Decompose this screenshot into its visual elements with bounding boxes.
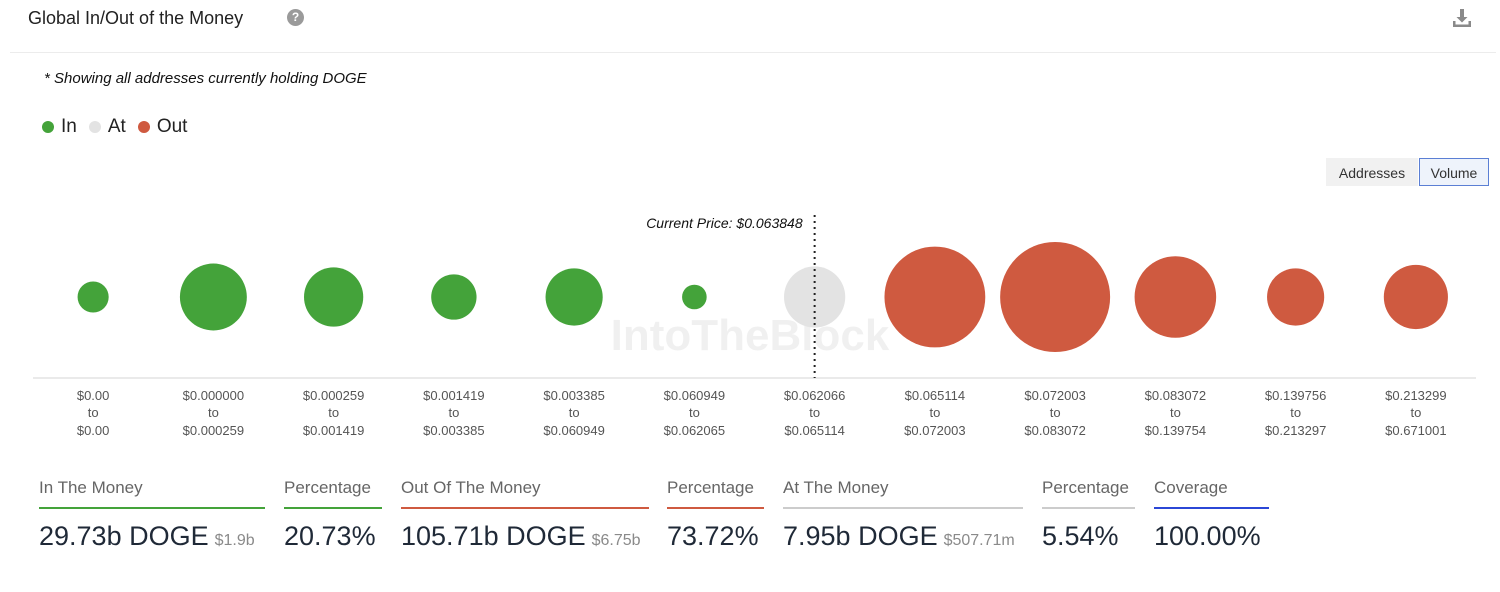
out-percentage-label: Percentage <box>667 478 764 509</box>
bubble-in[interactable] <box>682 284 707 310</box>
volume-toggle-button[interactable]: Volume <box>1419 158 1489 186</box>
coverage-label: Coverage <box>1154 478 1269 509</box>
x-tick-label: $0.062066 to $0.065114 <box>784 388 845 438</box>
page-title: Global In/Out of the Money <box>28 8 244 28</box>
bubble-out[interactable] <box>1000 242 1111 352</box>
out-percentage-value: 73.72% <box>667 521 759 551</box>
current-price-label: Current Price: $0.063848 <box>646 215 803 231</box>
at-percentage-value: 5.54% <box>1042 521 1119 551</box>
legend-dot-out <box>137 121 150 133</box>
bubble-chart: IntoTheBlock $0.00 to $0.00 $0.000000 to $0.00… <box>33 215 1476 438</box>
holding-note: * Showing all addresses currently holdin… <box>44 70 367 87</box>
in-the-money-usd: $1.9b <box>214 532 255 549</box>
bubble-out[interactable] <box>1267 268 1325 326</box>
legend-label-at: At <box>107 116 126 137</box>
panel-header: Global In/Out of the Money ? <box>10 0 1496 53</box>
legend-item-at[interactable]: At <box>88 116 126 138</box>
x-tick-label: $0.213299 to $0.671001 <box>1385 388 1446 438</box>
bubble-out[interactable] <box>1383 264 1448 330</box>
at-the-money-value: 7.95b DOGE <box>783 521 938 551</box>
out-of-the-money-value: 105.71b DOGE <box>401 521 586 551</box>
at-the-money-value-row: 7.95b DOGE $507.71m <box>783 521 1023 552</box>
in-the-money-stat: In The Money 29.73b DOGE $1.9b <box>39 478 265 552</box>
at-the-money-usd: $507.71m <box>943 532 1015 549</box>
bubble-out[interactable] <box>1134 256 1217 338</box>
coverage-stat: Coverage 100.00% <box>1154 478 1269 552</box>
in-the-money-value: 29.73b DOGE <box>39 521 209 551</box>
at-the-money-label: At The Money <box>783 478 1023 509</box>
chart-legend: In At Out <box>42 116 199 138</box>
bubble-in[interactable] <box>304 267 364 327</box>
watermark: IntoTheBlock <box>611 311 890 360</box>
legend-dot-in <box>42 121 54 133</box>
out-of-the-money-stat: Out Of The Money 105.71b DOGE $6.75b <box>401 478 649 552</box>
out-percentage-stat: Percentage 73.72% <box>667 478 764 552</box>
x-tick-label: $0.000259 to $0.001419 <box>303 388 364 438</box>
legend-item-in[interactable]: In <box>42 116 77 138</box>
bubble-out[interactable] <box>884 246 986 348</box>
coverage-value: 100.00% <box>1154 521 1261 551</box>
addresses-toggle-button[interactable]: Addresses <box>1326 158 1418 186</box>
x-tick-label: $0.083072 to $0.139754 <box>1145 388 1206 438</box>
bubble-in[interactable] <box>545 268 603 326</box>
bubble-at[interactable] <box>784 266 846 328</box>
bubble-in[interactable] <box>179 263 247 331</box>
bubble-in[interactable] <box>77 281 109 313</box>
x-tick-label: $0.139756 to $0.213297 <box>1265 388 1326 438</box>
legend-item-out[interactable]: Out <box>137 116 188 138</box>
at-the-money-stat: At The Money 7.95b DOGE $507.71m <box>783 478 1023 552</box>
legend-label-in: In <box>61 116 77 137</box>
in-the-money-value-row: 29.73b DOGE $1.9b <box>39 521 265 552</box>
x-tick-label: $0.065114 to $0.072003 <box>904 388 965 438</box>
x-tick-label: $0.00 to $0.00 <box>77 388 110 438</box>
x-tick-label: $0.003385 to $0.060949 <box>543 388 604 438</box>
x-tick-label: $0.060949 to $0.062065 <box>664 388 725 438</box>
out-of-the-money-label: Out Of The Money <box>401 478 649 509</box>
in-percentage-label: Percentage <box>284 478 382 509</box>
download-icon[interactable] <box>1450 6 1474 30</box>
question-circle-icon[interactable]: ? <box>287 9 304 26</box>
x-tick-label: $0.000000 to $0.000259 <box>183 388 244 438</box>
x-tick-label: $0.072003 to $0.083072 <box>1024 388 1085 438</box>
in-percentage-stat: Percentage 20.73% <box>284 478 382 552</box>
legend-dot-at <box>88 121 101 133</box>
at-percentage-label: Percentage <box>1042 478 1135 509</box>
legend-label-out: Out <box>156 116 188 137</box>
out-of-the-money-value-row: 105.71b DOGE $6.75b <box>401 521 649 552</box>
in-percentage-value: 20.73% <box>284 521 376 551</box>
bubble-in[interactable] <box>431 274 477 320</box>
in-the-money-label: In The Money <box>39 478 265 509</box>
out-of-the-money-usd: $6.75b <box>591 532 641 549</box>
at-percentage-stat: Percentage 5.54% <box>1042 478 1135 552</box>
x-tick-label: $0.001419 to $0.003385 <box>423 388 484 438</box>
